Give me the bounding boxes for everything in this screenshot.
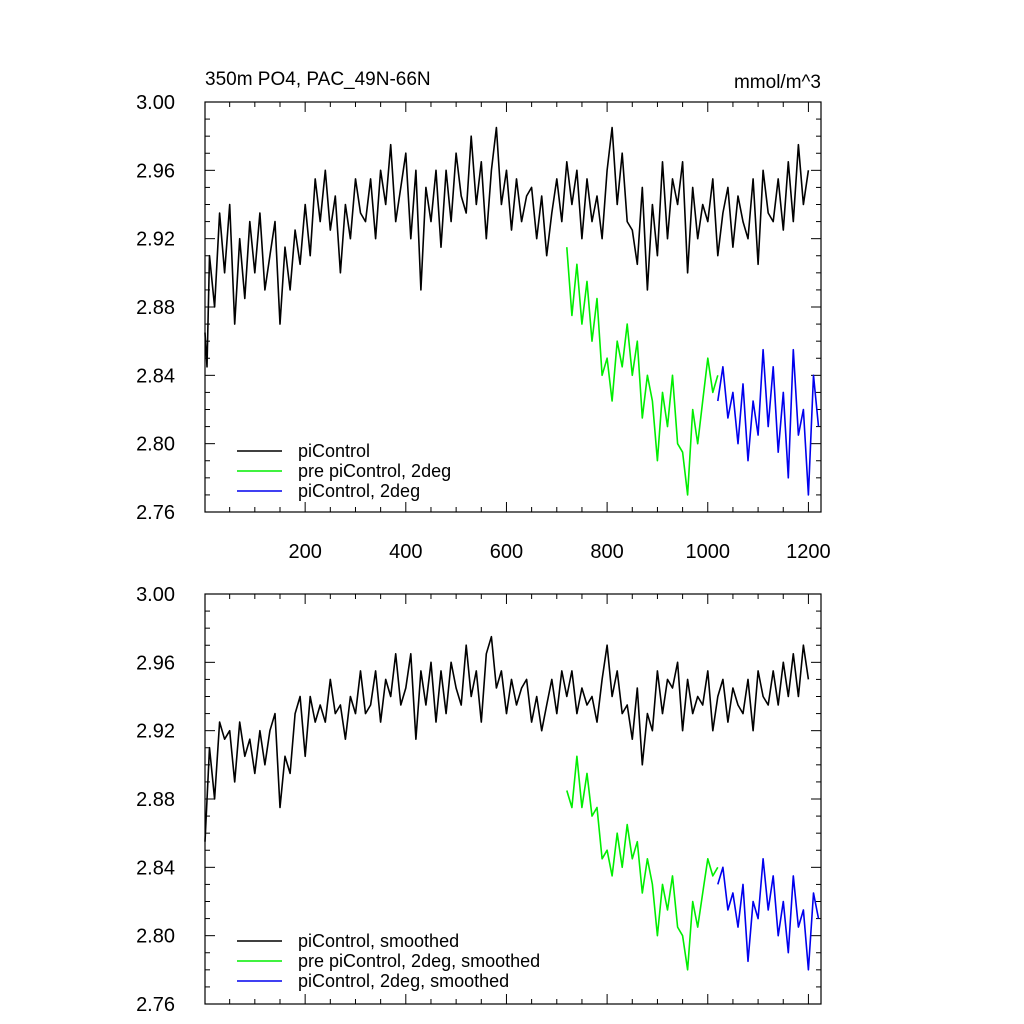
legend-entry: piControl, 2deg, smoothed — [298, 971, 509, 991]
legend-entry: piControl — [298, 441, 370, 461]
top-panel: 350m PO4, PAC_49N-66N mmol/m^3 2.762.802… — [136, 69, 831, 563]
legend: piControl pre piControl, 2deg piControl,… — [237, 441, 451, 501]
x-tick-label: 1000 — [686, 541, 731, 563]
y-tick-label: 2.96 — [136, 160, 175, 182]
bottom-panel: 2.76 2.80 2.84 2.88 2.92 2.96 3.00 piControl, … — [136, 584, 822, 1016]
series-line — [717, 857, 820, 971]
series-line — [204, 635, 810, 842]
series-line — [566, 755, 719, 971]
x-tick-label: 400 — [389, 541, 422, 563]
y-tick-label: 2.76 — [136, 502, 175, 524]
x-tick-label: 800 — [590, 541, 623, 563]
y-tick-label: 2.80 — [136, 926, 175, 948]
y-tick-label: 2.88 — [136, 297, 175, 319]
y-tick-label: 3.00 — [136, 584, 175, 606]
legend-entry: piControl, smoothed — [298, 931, 459, 951]
x-tick-label: 600 — [490, 541, 523, 563]
legend-entry: piControl, 2deg — [298, 481, 420, 501]
y-tick-label: 2.84 — [136, 857, 175, 879]
legend-entry: pre piControl, 2deg, smoothed — [298, 951, 540, 971]
series-line — [566, 247, 719, 496]
x-tick-label: 1200 — [786, 541, 831, 563]
y-tick-label: 2.84 — [136, 365, 175, 387]
series-line — [717, 348, 820, 496]
y-tick-label: 2.88 — [136, 789, 175, 811]
y-tick-labels: 2.76 2.80 2.84 2.88 2.92 2.96 3.00 — [136, 584, 175, 1016]
y-tick-labels: 2.76 2.80 2.84 2.88 2.92 2.96 3.00 — [136, 92, 175, 524]
x-tick-label: 200 — [288, 541, 321, 563]
legend-entry: pre piControl, 2deg — [298, 461, 451, 481]
tick-marks — [205, 593, 821, 1005]
x-tick-labels: 200 400 600 800 1000 1200 — [288, 541, 830, 563]
y-tick-label: 2.76 — [136, 994, 175, 1016]
y-tick-label: 2.96 — [136, 652, 175, 674]
series-lines — [204, 126, 820, 496]
y-tick-label: 3.00 — [136, 92, 175, 114]
y-tick-label: 2.80 — [136, 434, 175, 456]
chart-title: 350m PO4, PAC_49N-66N — [205, 69, 431, 90]
y-tick-label: 2.92 — [136, 229, 175, 251]
series-line — [204, 126, 810, 368]
series-lines — [204, 635, 820, 971]
units-label: mmol/m^3 — [734, 72, 821, 93]
y-tick-label: 2.92 — [136, 721, 175, 743]
legend: piControl, smoothed pre piControl, 2deg,… — [237, 931, 540, 991]
tick-marks — [205, 101, 821, 513]
